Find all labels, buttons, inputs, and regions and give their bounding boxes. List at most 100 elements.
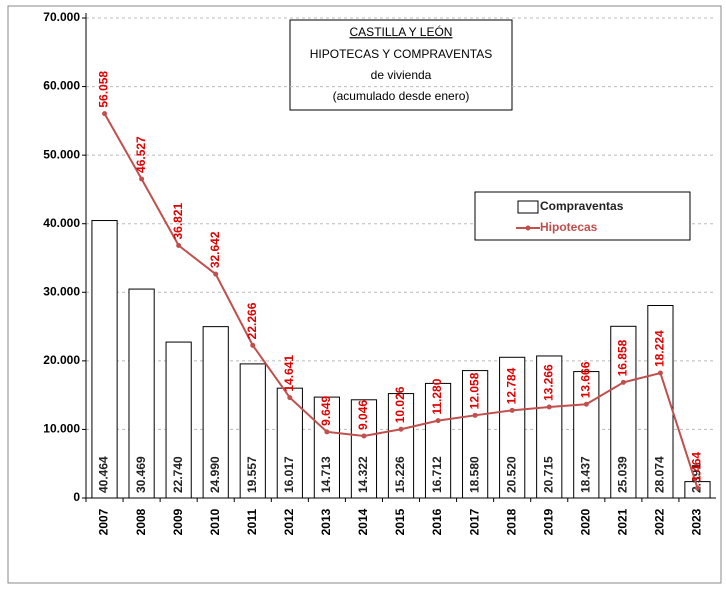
line-point [287, 395, 293, 401]
line-point [472, 412, 478, 418]
line-value-label: 14.641 [282, 355, 296, 392]
bar-value-label: 18.580 [467, 456, 481, 493]
bar [536, 355, 563, 499]
line-value-label: 9.046 [356, 400, 370, 430]
bar [313, 396, 340, 499]
chart-title: CASTILLA Y LEÓN [350, 24, 453, 39]
bar-value-label: 18.437 [578, 456, 592, 493]
bar [424, 382, 452, 499]
x-tick-label: 2016 [430, 508, 444, 535]
bar-value-label: 25.039 [616, 456, 630, 493]
bar-value-label: 24.990 [208, 456, 222, 493]
y-tick-label: 30.000 [43, 284, 80, 298]
x-tick-label: 2020 [578, 508, 592, 535]
bar-value-label: 22.740 [171, 456, 185, 493]
x-tick-label: 2007 [97, 508, 111, 535]
y-tick-label: 20.000 [43, 353, 80, 367]
x-tick-label: 2023 [690, 508, 704, 535]
legend-swatch [517, 200, 539, 214]
x-tick-label: 2015 [393, 508, 407, 535]
line-value-label: 12.784 [504, 367, 518, 404]
line-value-label: 9.649 [319, 395, 333, 425]
bar [128, 288, 155, 499]
legend-box [474, 191, 691, 241]
y-tick-label: 0 [73, 490, 80, 504]
line-point [139, 176, 145, 182]
bar [387, 393, 415, 499]
y-tick-label: 60.000 [43, 79, 80, 93]
bar-value-label: 14.322 [356, 456, 370, 493]
line-value-label: 13.266 [541, 364, 555, 401]
line-point [250, 342, 256, 348]
line-value-label: 12.058 [467, 372, 481, 409]
bar-value-label: 2.391 [690, 463, 704, 493]
line-point [176, 243, 182, 249]
line-value-label: 13.666 [578, 361, 592, 398]
line-point [509, 407, 515, 413]
x-tick-label: 2013 [319, 508, 333, 535]
chart-border [7, 5, 722, 584]
y-tick-label: 50.000 [43, 147, 80, 161]
legend-label: Hipotecas [540, 220, 598, 234]
x-tick-label: 2010 [208, 508, 222, 535]
bar-value-label: 30.469 [134, 456, 148, 493]
x-tick-label: 2021 [616, 508, 630, 535]
x-tick-label: 2014 [356, 508, 370, 535]
x-tick-label: 2011 [245, 509, 259, 535]
bar-value-label: 20.715 [541, 456, 555, 493]
line-value-label: 46.527 [134, 136, 148, 173]
line-value-label: 10.026 [393, 386, 407, 423]
line-value-label: 1.464 [690, 452, 704, 482]
line-value-label: 11.280 [430, 378, 444, 414]
bar-value-label: 16.017 [282, 456, 296, 493]
line-point [583, 401, 589, 407]
line-point [435, 418, 441, 424]
bar-value-label: 28.074 [653, 456, 667, 493]
legend-label: Compraventas [540, 199, 624, 213]
bar-value-label: 15.226 [393, 456, 407, 493]
x-tick-label: 2018 [504, 508, 518, 535]
y-tick-label: 70.000 [43, 10, 80, 24]
title-box [289, 19, 513, 111]
line-value-label: 56.058 [97, 71, 111, 108]
line-point [620, 379, 626, 385]
x-tick-label: 2017 [467, 508, 481, 535]
x-tick-label: 2022 [653, 508, 667, 535]
line-point [324, 429, 330, 435]
bar [350, 399, 378, 499]
bar [91, 220, 118, 499]
line-value-label: 36.821 [171, 202, 185, 239]
bar [462, 370, 489, 499]
line-point [546, 404, 552, 410]
bar-value-label: 20.520 [504, 456, 518, 493]
x-tick-label: 2012 [282, 508, 296, 535]
bar-value-label: 40.464 [97, 456, 111, 493]
bar [165, 341, 192, 499]
bar [202, 326, 229, 499]
chart-subtitle: (acumulado desde enero) [333, 89, 470, 103]
line-point [657, 370, 663, 376]
line-point [213, 271, 219, 277]
line-value-label: 16.858 [616, 339, 630, 376]
bar-value-label: 19.557 [245, 456, 259, 493]
y-tick-label: 40.000 [43, 216, 80, 230]
line-value-label: 18.224 [653, 330, 667, 367]
line-point [102, 111, 108, 117]
line-point [694, 485, 700, 491]
y-tick-label: 10.000 [43, 422, 80, 436]
legend-swatch [525, 225, 531, 231]
chart-subtitle: de vivienda [371, 68, 432, 82]
chart-subtitle: HIPOTECAS Y COMPRAVENTAS [310, 47, 492, 61]
line-point [398, 426, 404, 432]
x-tick-label: 2019 [541, 508, 555, 535]
bar [239, 363, 266, 499]
line-value-label: 32.642 [208, 231, 222, 268]
bar [573, 371, 600, 499]
bar-value-label: 16.712 [430, 456, 444, 493]
line-point [361, 433, 367, 439]
bar-value-label: 14.713 [319, 456, 333, 493]
bar [610, 325, 637, 499]
x-tick-label: 2009 [171, 508, 185, 535]
x-tick-label: 2008 [134, 508, 148, 535]
